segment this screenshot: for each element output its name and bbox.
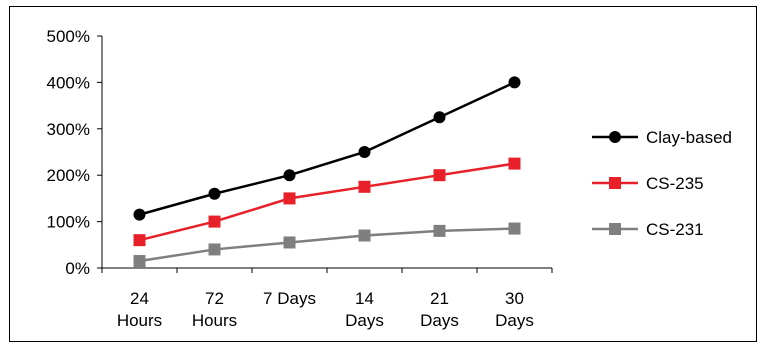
legend-label: Clay-based bbox=[646, 128, 732, 147]
x-tick-label: 30 Days bbox=[495, 289, 534, 330]
x-tick-label: 14 Days bbox=[345, 289, 384, 330]
data-point bbox=[133, 234, 146, 247]
legend-label: CS-231 bbox=[646, 220, 704, 239]
y-tick-label: 0% bbox=[65, 259, 90, 278]
data-point bbox=[508, 222, 521, 235]
data-point bbox=[433, 111, 446, 124]
legend-marker bbox=[609, 223, 621, 235]
legend-label: CS-235 bbox=[646, 174, 704, 193]
data-point bbox=[208, 215, 221, 228]
y-tick-label: 500% bbox=[47, 27, 90, 46]
y-tick-label: 400% bbox=[47, 73, 90, 92]
series-line bbox=[139, 227, 515, 263]
y-tick-label: 300% bbox=[47, 120, 90, 139]
data-point bbox=[433, 224, 446, 237]
chart-frame bbox=[9, 6, 757, 342]
data-point bbox=[208, 243, 221, 256]
x-tick-label: 72 Hours bbox=[192, 289, 237, 330]
data-point bbox=[208, 187, 221, 200]
data-point bbox=[358, 229, 371, 242]
series-line bbox=[139, 162, 515, 242]
x-tick-label: 7 Days bbox=[263, 289, 316, 308]
data-point bbox=[358, 180, 371, 193]
data-point bbox=[508, 76, 521, 89]
legend-marker bbox=[609, 177, 621, 189]
legend-marker bbox=[609, 131, 621, 143]
data-point bbox=[508, 157, 521, 170]
series-line bbox=[139, 81, 516, 216]
data-point bbox=[283, 236, 296, 249]
data-point bbox=[433, 169, 446, 182]
data-point bbox=[358, 146, 371, 158]
data-point bbox=[283, 192, 296, 205]
data-point bbox=[283, 169, 296, 182]
x-tick-label: 24 Hours bbox=[117, 289, 162, 330]
y-tick-label: 100% bbox=[47, 213, 90, 232]
data-point bbox=[133, 208, 146, 221]
y-tick-label: 200% bbox=[47, 166, 90, 185]
x-tick-label: 21 Days bbox=[420, 289, 459, 330]
data-point bbox=[133, 255, 146, 268]
